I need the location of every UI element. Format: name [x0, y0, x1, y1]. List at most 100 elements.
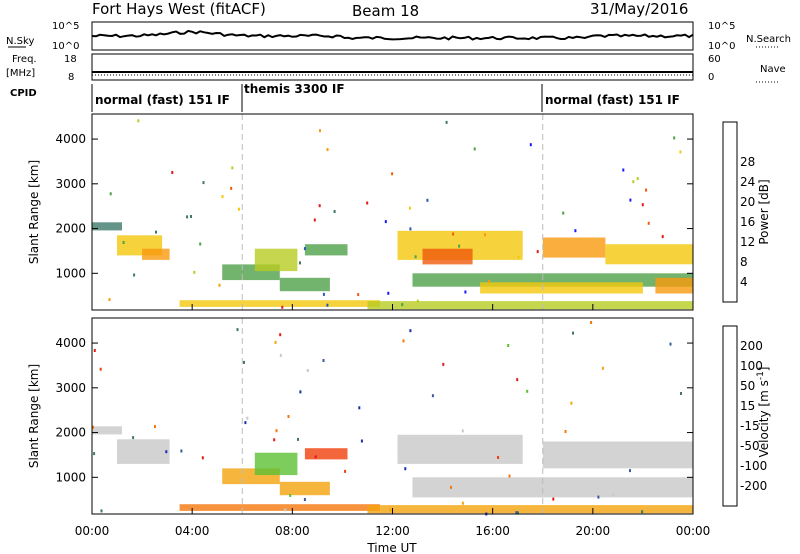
- power-speckle: [281, 305, 284, 309]
- velocity-colorbar-tick: 50: [740, 379, 755, 393]
- velocity-speckle: [680, 392, 682, 395]
- power-echo-region-0: [92, 222, 122, 231]
- velocity-ytick-label: 1000: [55, 470, 86, 484]
- velocity-echo-region-3: [254, 452, 298, 476]
- power-colorbar-tick: 4: [740, 275, 748, 289]
- power-speckle: [647, 221, 650, 225]
- velocity-echo-region-7: [412, 477, 693, 498]
- power-speckle: [536, 250, 539, 254]
- velocity-speckle: [289, 494, 292, 497]
- velocity-colorbar-tick: -100: [740, 459, 767, 473]
- power-speckle: [391, 172, 394, 176]
- nsky-tick-bottom: 10^0: [52, 41, 79, 52]
- velocity-speckle: [246, 416, 249, 420]
- velocity-speckle: [299, 390, 302, 394]
- power-echo-region-15: [367, 301, 693, 310]
- velocity-echo-region-10: [367, 505, 693, 514]
- velocity-data: [92, 318, 694, 516]
- power-ytick-label: 3000: [55, 177, 86, 191]
- velocity-speckle: [597, 495, 600, 499]
- velocity-ytick-label: 2000: [55, 426, 86, 440]
- velocity-echo-region-1: [117, 439, 170, 464]
- velocity-speckle: [275, 429, 278, 433]
- x-axis-label: Time UT: [366, 541, 417, 554]
- velocity-speckle: [669, 342, 672, 346]
- power-echo-region-5: [304, 244, 348, 256]
- velocity-speckle: [92, 425, 94, 429]
- velocity-colorbar-tick: -50: [740, 439, 760, 453]
- velocity-ylabel: Slant Range [km]: [27, 364, 41, 468]
- power-speckle: [484, 233, 486, 237]
- velocity-speckle: [564, 430, 567, 433]
- freq-label-top: Freq.: [12, 54, 37, 65]
- nave-tick-60: 60: [708, 54, 721, 65]
- x-tick-label: 20:00: [576, 524, 611, 538]
- velocity-speckle: [402, 339, 405, 343]
- velocity-speckle: [314, 455, 317, 459]
- power-speckle: [133, 273, 136, 277]
- power-speckle: [517, 255, 520, 259]
- power-speckle: [632, 180, 635, 184]
- power-ytick-label: 1000: [55, 266, 86, 280]
- velocity-speckle: [274, 340, 277, 344]
- power-speckle: [231, 166, 234, 170]
- velocity-speckle: [516, 378, 519, 382]
- velocity-speckle: [360, 439, 363, 443]
- velocity-echo-region-5: [279, 481, 330, 496]
- power-speckle: [108, 298, 111, 302]
- power-speckle: [303, 247, 306, 251]
- velocity-speckle: [279, 333, 282, 337]
- power-speckle: [137, 119, 140, 123]
- nsky-right-tick-top: 10^5: [708, 21, 735, 32]
- power-colorbar-tick: 20: [740, 195, 755, 209]
- freq-panel: [91, 53, 694, 81]
- power-speckle: [445, 120, 448, 124]
- velocity-speckle: [629, 469, 631, 473]
- velocity-speckle: [132, 436, 135, 440]
- power-echo-region-12: [605, 244, 693, 265]
- power-ytick-label: 4000: [55, 132, 86, 146]
- x-axis-ticks: 00:00 04:00 08:00 12:00 16:00 20:00 00:00: [75, 304, 710, 538]
- x-tick-label: 00:00: [75, 524, 110, 538]
- power-speckle: [326, 303, 329, 307]
- power-speckle: [326, 148, 329, 152]
- power-echo-region-10: [480, 282, 643, 294]
- power-speckle: [408, 206, 411, 210]
- nave-label: Nave: [760, 64, 786, 75]
- velocity-speckle: [442, 362, 445, 366]
- velocity-echo-region-6: [397, 434, 523, 464]
- velocity-colorbar-label: Velocity [m s-1]: [756, 367, 771, 458]
- power-speckle: [387, 291, 390, 295]
- freq-label-bottom: [MHz]: [6, 68, 35, 79]
- power-echo-region-2: [142, 248, 170, 260]
- power-echo-region-6: [279, 277, 330, 292]
- power-speckle: [155, 230, 157, 234]
- nsky-line: [91, 29, 694, 41]
- title-beam: Beam 18: [352, 2, 419, 20]
- power-echo-region-8: [422, 248, 473, 265]
- power-colorbar-tick: 28: [740, 155, 755, 169]
- freq-tick-8: 8: [68, 72, 74, 83]
- velocity-speckle: [590, 321, 593, 324]
- velocity-speckle: [236, 328, 239, 332]
- power-speckle: [426, 198, 429, 202]
- power-echo-region-13: [655, 277, 693, 294]
- power-speckle: [679, 150, 682, 154]
- velocity-yticks: 1000 2000 3000 4000: [55, 336, 693, 484]
- power-speckle: [636, 177, 639, 181]
- velocity-echo-region-8: [542, 441, 694, 469]
- power-echo-region-14: [179, 300, 380, 307]
- power-speckle: [109, 192, 112, 196]
- power-speckle: [318, 204, 321, 208]
- velocity-speckle: [497, 456, 500, 459]
- velocity-colorbar-tick: 100: [740, 359, 763, 373]
- velocity-speckle: [344, 469, 347, 473]
- velocity-colorbar-tick: -15: [740, 419, 760, 433]
- velocity-speckle: [409, 329, 412, 333]
- velocity-ytick-label: 4000: [55, 336, 86, 350]
- velocity-speckle: [279, 353, 282, 357]
- power-speckle: [473, 147, 476, 151]
- power-speckle: [464, 290, 467, 294]
